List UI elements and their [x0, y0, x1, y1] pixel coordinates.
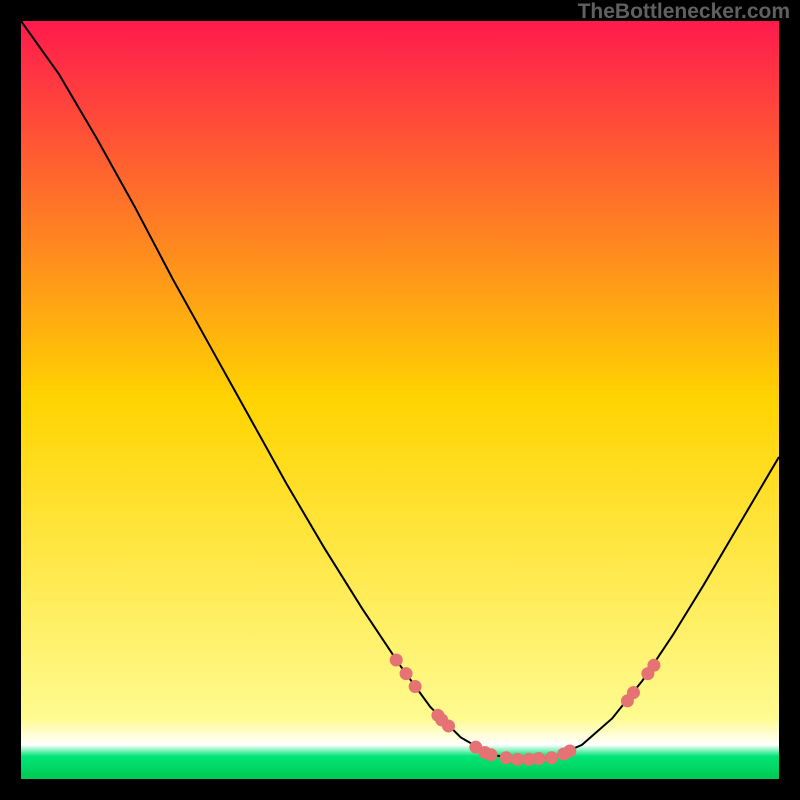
- data-marker: [400, 668, 412, 680]
- chart-svg: [21, 21, 779, 779]
- data-marker: [390, 654, 402, 666]
- data-marker: [564, 745, 576, 757]
- data-marker: [500, 752, 512, 764]
- data-marker: [533, 753, 545, 765]
- data-marker: [627, 687, 639, 699]
- data-marker: [409, 681, 421, 693]
- data-marker: [546, 752, 558, 764]
- data-marker: [511, 753, 523, 765]
- data-marker: [648, 659, 660, 671]
- data-marker: [485, 749, 497, 761]
- chart-container: [21, 21, 779, 779]
- watermark-text: TheBottlenecker.com: [578, 0, 790, 24]
- data-marker: [443, 720, 455, 732]
